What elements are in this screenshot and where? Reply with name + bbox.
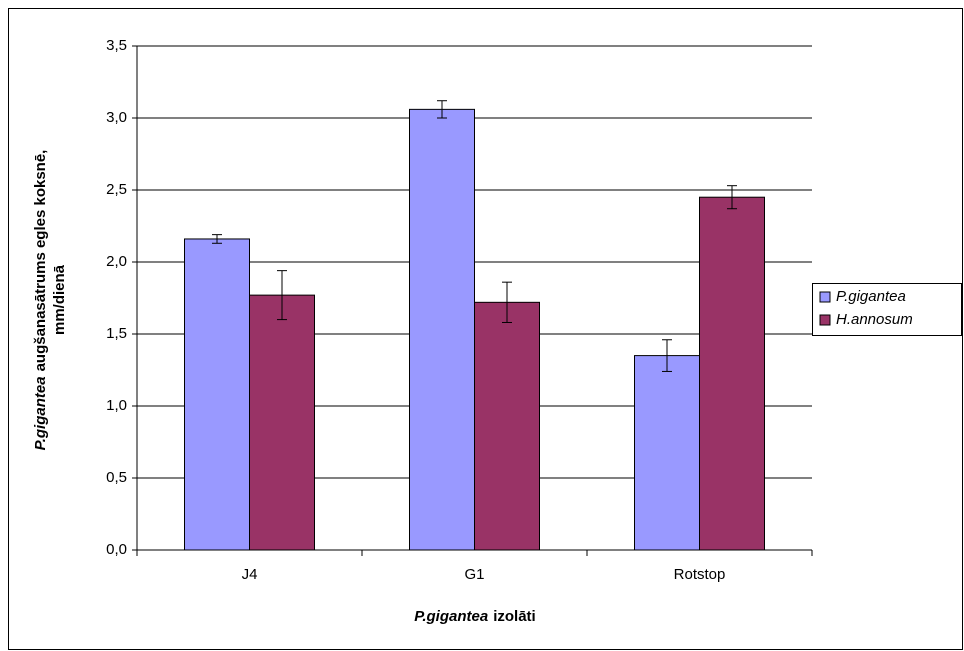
y-tick-label: 3,0	[106, 109, 127, 126]
legend-label: H.annosum	[836, 311, 913, 328]
legend-label: P.gigantea	[836, 288, 906, 305]
y-tick-label: 0,5	[106, 469, 127, 486]
error-bar	[277, 270, 287, 321]
error-bar	[437, 100, 447, 119]
y-tick-label: 2,5	[106, 181, 127, 198]
bar	[634, 355, 700, 551]
legend-box	[812, 283, 962, 336]
bar	[184, 238, 250, 551]
x-tick-label: G1	[464, 566, 484, 583]
bar	[409, 108, 475, 551]
x-tick-label: Rotstop	[674, 566, 726, 583]
x-tick-label: J4	[242, 566, 258, 583]
legend-swatch	[819, 314, 831, 326]
y-tick-label: 0,0	[106, 541, 127, 558]
legend-swatch	[819, 291, 831, 303]
bar	[474, 301, 540, 551]
error-bar	[212, 234, 222, 244]
y-tick-label: 1,5	[106, 325, 127, 342]
y-axis-label-line2: mm/dienā	[51, 264, 68, 335]
bar	[699, 196, 765, 551]
x-axis-label-italic: P.gigantea	[414, 608, 488, 625]
x-axis-label: P.gigantea izolāti	[414, 608, 535, 625]
bar	[249, 294, 315, 551]
y-axis-label: P.gigantea augšanasātrums egles koksnē,	[32, 150, 49, 451]
error-bar	[662, 339, 672, 372]
y-tick-label: 2,0	[106, 253, 127, 270]
y-tick-label: 3,5	[106, 37, 127, 54]
x-axis-label-rest: izolāti	[493, 608, 536, 625]
y-axis-label-rest: augšanasātrums egles koksnē,	[32, 150, 49, 372]
y-axis-label-italic: P.gigantea	[32, 376, 49, 450]
y-tick-label: 1,0	[106, 397, 127, 414]
error-bar	[727, 185, 737, 210]
error-bar	[502, 281, 512, 323]
